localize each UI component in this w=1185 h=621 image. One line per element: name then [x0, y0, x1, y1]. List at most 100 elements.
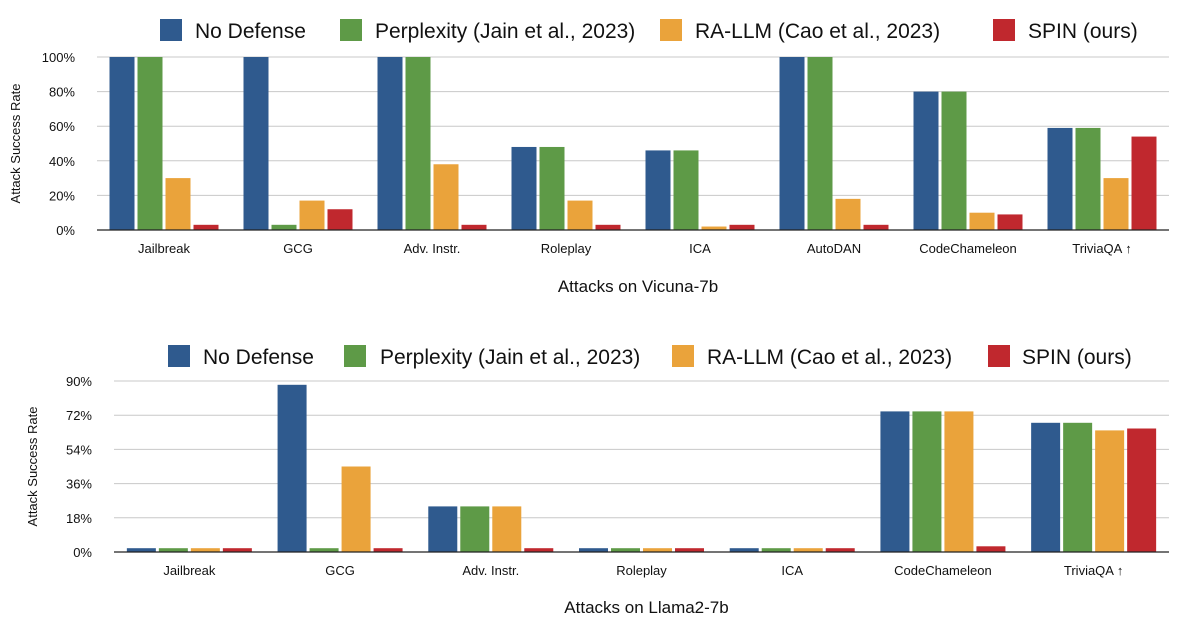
bar	[309, 548, 339, 552]
bar	[190, 548, 220, 552]
legend-label-3: RA-LLM (Cao et al., 2023)	[707, 346, 952, 369]
bar	[1047, 127, 1073, 230]
x-tick-label: ICA	[781, 563, 803, 578]
x-axis-label: Attacks on Vicuna-7b	[558, 277, 718, 296]
x-axis-label: Attacks on Llama2-7b	[564, 598, 728, 617]
x-tick-label: TriviaQA ↑	[1064, 563, 1123, 578]
bar	[997, 214, 1023, 230]
x-tick-label: Adv. Instr.	[404, 241, 461, 256]
bar	[779, 57, 805, 230]
bar	[673, 150, 699, 230]
y-tick-label: 0%	[73, 545, 92, 560]
bar	[701, 226, 727, 230]
bar	[428, 506, 458, 552]
bar	[976, 546, 1006, 552]
legend-swatch-3	[672, 345, 694, 367]
bar	[912, 411, 942, 552]
legend-swatch-4	[993, 19, 1015, 41]
bar	[1131, 136, 1157, 230]
bar	[863, 224, 889, 230]
bar	[137, 57, 163, 230]
bar	[579, 548, 608, 552]
bar	[944, 411, 974, 552]
bar	[222, 548, 252, 552]
legend-swatch-3	[660, 19, 682, 41]
bar	[595, 224, 621, 230]
bar	[511, 146, 537, 230]
x-tick-label: GCG	[283, 241, 313, 256]
legend-label-2: Perplexity (Jain et al., 2023)	[375, 20, 635, 43]
legend-label-4: SPIN (ours)	[1022, 346, 1132, 369]
bar	[193, 224, 219, 230]
y-tick-label: 0%	[56, 223, 75, 238]
bar	[243, 57, 269, 230]
bar	[158, 548, 188, 552]
bar	[643, 548, 672, 552]
y-tick-label: 40%	[49, 154, 75, 169]
bar	[1127, 428, 1157, 552]
bar	[492, 506, 522, 552]
bar	[109, 57, 135, 230]
bar	[126, 548, 156, 552]
x-tick-label: CodeChameleon	[894, 563, 992, 578]
y-tick-label: 54%	[66, 442, 92, 457]
x-tick-label: AutoDAN	[807, 241, 861, 256]
bar	[299, 200, 325, 230]
bar	[539, 146, 565, 230]
bar	[825, 548, 855, 552]
x-tick-label: Jailbreak	[163, 563, 216, 578]
x-tick-label: Roleplay	[616, 563, 667, 578]
legend-swatch-1	[160, 19, 182, 41]
y-axis-label: Attack Success Rate	[8, 84, 23, 204]
bar	[969, 212, 995, 230]
y-tick-label: 18%	[66, 511, 92, 526]
bar	[377, 57, 403, 230]
y-tick-label: 60%	[49, 119, 75, 134]
y-axis-label: Attack Success Rate	[25, 407, 40, 527]
x-tick-label: CodeChameleon	[919, 241, 1017, 256]
x-tick-label: GCG	[325, 563, 355, 578]
bar	[941, 91, 967, 230]
y-tick-label: 36%	[66, 477, 92, 492]
bar	[880, 411, 910, 552]
y-tick-label: 100%	[42, 50, 76, 65]
bar	[729, 224, 755, 230]
y-tick-label: 90%	[66, 374, 92, 389]
bar	[793, 548, 823, 552]
bar	[807, 57, 833, 230]
bar	[373, 548, 403, 552]
bar	[1103, 178, 1129, 230]
bar	[675, 548, 704, 552]
bar	[341, 466, 371, 552]
x-tick-label: Adv. Instr.	[462, 563, 519, 578]
bar	[433, 164, 459, 230]
legend-label-3: RA-LLM (Cao et al., 2023)	[695, 20, 940, 43]
bar	[460, 506, 490, 552]
legend-swatch-4	[988, 345, 1010, 367]
bar	[567, 200, 593, 230]
bar	[327, 209, 353, 230]
legend-swatch-2	[340, 19, 362, 41]
x-tick-label: Jailbreak	[138, 241, 191, 256]
x-tick-label: ICA	[689, 241, 711, 256]
bar	[271, 224, 297, 230]
bar	[1095, 430, 1125, 552]
bar	[729, 548, 759, 552]
legend-label-1: No Defense	[203, 346, 314, 369]
bar	[524, 548, 554, 552]
x-tick-label: TriviaQA ↑	[1072, 241, 1131, 256]
legend-label-2: Perplexity (Jain et al., 2023)	[380, 346, 640, 369]
bar	[461, 224, 487, 230]
bar	[645, 150, 671, 230]
chart-1: No Defense Perplexity (Jain et al., 2023)…	[8, 19, 1169, 296]
bar	[611, 548, 640, 552]
legend-swatch-2	[344, 345, 366, 367]
y-tick-label: 72%	[66, 408, 92, 423]
bar	[1063, 422, 1093, 552]
bar	[277, 384, 307, 552]
bar	[1075, 127, 1101, 230]
bar	[405, 57, 431, 230]
bar	[165, 178, 191, 230]
